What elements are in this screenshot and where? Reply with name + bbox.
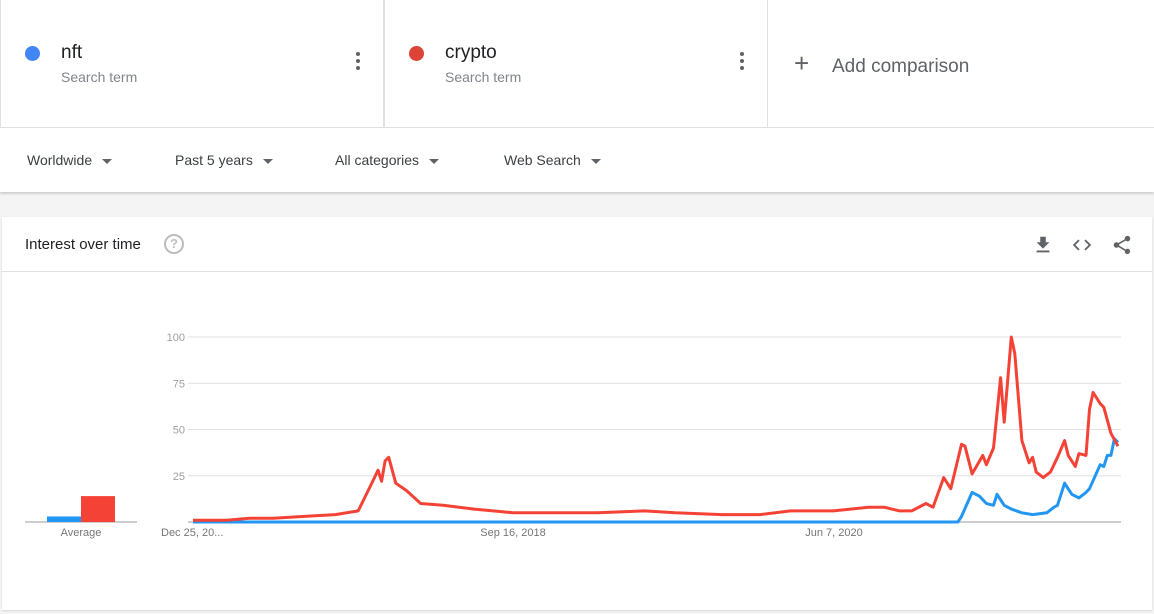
caret-down-icon <box>590 158 601 164</box>
average-bar-crypto <box>81 496 115 522</box>
average-bar-nft <box>47 516 81 522</box>
caret-down-icon <box>429 158 440 164</box>
series-line-crypto <box>193 335 1120 522</box>
filter-time[interactable]: Past 5 years <box>175 152 273 168</box>
interest-over-time-card: Interest over time ? 25 50 75 100 Dec 25, 20… <box>2 217 1152 610</box>
card-title: Interest over time <box>25 236 141 253</box>
series-color-dot <box>409 46 424 61</box>
more-vert-icon[interactable] <box>355 52 361 74</box>
filter-label: Past 5 years <box>175 152 253 168</box>
add-comparison-label: Add comparison <box>832 56 970 77</box>
caret-down-icon <box>262 158 273 164</box>
filter-category[interactable]: All categories <box>335 152 440 168</box>
filter-label: Web Search <box>504 152 581 168</box>
search-terms-bar: nft Search term crypto Search term + Add… <box>0 0 1154 128</box>
interest-chart: 25 50 75 100 Dec 25, 20... Sep 16, 2018 Jun 7,… <box>25 332 1121 539</box>
more-vert-icon[interactable] <box>739 52 745 74</box>
help-icon[interactable]: ? <box>164 234 184 254</box>
filter-label: Worldwide <box>27 152 93 168</box>
x-tick-label: Dec 25, 20... <box>161 527 223 539</box>
x-tick-label: Jun 7, 2020 <box>805 527 863 539</box>
average-label: Average <box>61 527 102 539</box>
term-card-crypto[interactable]: crypto Search term <box>384 0 768 128</box>
caret-down-icon <box>102 158 113 164</box>
y-tick-label: 50 <box>173 425 185 437</box>
term-type: Search term <box>445 69 522 85</box>
embed-code-icon[interactable] <box>1071 234 1093 256</box>
series-line-nft <box>193 437 1120 524</box>
term-name: crypto <box>445 42 497 63</box>
series-color-dot <box>25 46 40 61</box>
filter-region[interactable]: Worldwide <box>27 152 113 168</box>
y-tick-label: 100 <box>167 332 185 344</box>
download-icon[interactable] <box>1032 234 1054 256</box>
term-name: nft <box>61 42 83 63</box>
plus-icon: + <box>794 48 810 78</box>
y-tick-label: 25 <box>173 471 185 483</box>
y-tick-label: 75 <box>173 378 185 390</box>
filter-bar: Worldwide Past 5 years All categories We… <box>0 128 1154 192</box>
filter-label: All categories <box>335 152 420 168</box>
x-tick-label: Sep 16, 2018 <box>480 527 545 539</box>
term-card-nft[interactable]: nft Search term <box>0 0 384 128</box>
add-comparison-button[interactable]: + Add comparison <box>768 0 1154 127</box>
filter-search-type[interactable]: Web Search <box>504 152 601 168</box>
term-type: Search term <box>61 69 138 85</box>
share-icon[interactable] <box>1111 234 1133 256</box>
